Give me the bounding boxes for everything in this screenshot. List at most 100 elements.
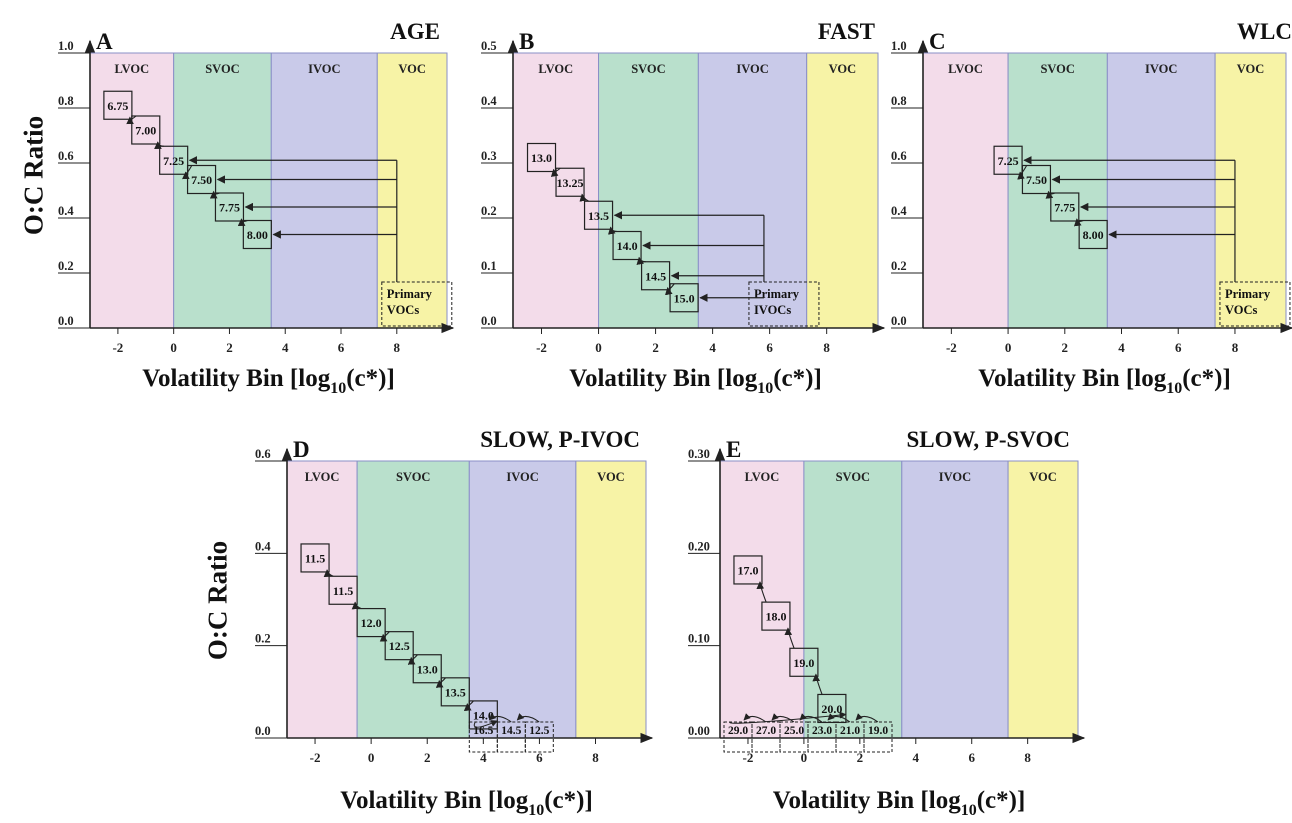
panel-letter: B	[519, 29, 534, 54]
region-svoc	[173, 52, 272, 329]
x-tick-label: 2	[857, 750, 864, 765]
primary-row-label: 14.5	[501, 725, 521, 737]
species-label: 13.0	[531, 151, 552, 165]
transition-arrow	[812, 673, 823, 695]
y-tick-label: 0.0	[481, 314, 497, 328]
y-tick-label: 0.6	[255, 447, 271, 461]
species-box	[103, 90, 133, 120]
x-tick-label: 0	[801, 750, 808, 765]
panel-B: LVOC SVOC IVOC VOC 0.0 0.1 0.2 0.3 0.4 0.5 -2 0 2 4 6 8…	[481, 19, 886, 397]
primary-row-label: 25.0	[784, 725, 804, 737]
species-box	[131, 115, 161, 145]
region-voc	[806, 52, 879, 329]
species-label: 7.50	[1026, 173, 1047, 187]
transition-arrow	[784, 627, 795, 649]
species-box	[384, 631, 414, 661]
region-lvoc	[286, 460, 358, 739]
primary-row-label: 21.0	[840, 725, 860, 737]
region-ivoc	[468, 460, 577, 739]
region-label: IVOC	[736, 62, 768, 76]
species-box	[468, 700, 498, 730]
primary-source-label: VOCs	[387, 303, 420, 317]
x-tick-label: 8	[394, 340, 401, 355]
region-label: VOC	[398, 62, 426, 76]
panel-title: FAST	[818, 19, 875, 44]
species-label: 14.0	[473, 708, 494, 722]
y-tick-label: 0.0	[891, 314, 907, 328]
y-tick-label: 0.3	[481, 149, 497, 163]
region-ivoc	[270, 52, 378, 329]
x-tick-label: 4	[913, 750, 920, 765]
x-tick-label: -2	[310, 750, 321, 765]
y-axis-label-top: O:C Ratio	[18, 115, 49, 236]
panel-E: LVOC SVOC IVOC VOC 0.00 0.10 0.20 0.30 -2 0 2 4 6 8 E S…	[688, 427, 1086, 819]
region-label: IVOC	[506, 470, 538, 484]
species-label: 7.25	[998, 154, 1019, 168]
y-tick-label: 1.0	[891, 39, 907, 53]
x-tick-label: 2	[424, 750, 431, 765]
region-voc	[1007, 460, 1079, 739]
species-label: 7.50	[191, 173, 212, 187]
region-lvoc	[719, 460, 805, 739]
species-label: 13.5	[445, 685, 466, 699]
region-label: LVOC	[948, 62, 983, 76]
y-tick-label: 0.2	[255, 632, 271, 646]
species-label: 8.00	[1083, 228, 1104, 242]
x-tick-label: 8	[592, 750, 599, 765]
panel-letter: D	[293, 437, 310, 462]
y-tick-label: 0.0	[255, 724, 271, 738]
x-tick-label: 4	[282, 340, 289, 355]
panel-C: LVOC SVOC IVOC VOC 0.0 0.2 0.4 0.6 0.8 1.0 -2 0 2 4 6 8…	[891, 19, 1292, 397]
region-label: SVOC	[1040, 62, 1074, 76]
species-box	[817, 693, 847, 724]
y-tick-label: 0.5	[481, 39, 497, 53]
x-tick-label: 8	[1024, 750, 1031, 765]
y-tick-label: 0.6	[58, 149, 74, 163]
x-tick-label: 8	[823, 340, 830, 355]
x-tick-label: 0	[170, 340, 177, 355]
x-tick-label: 6	[1175, 340, 1182, 355]
species-box	[1021, 164, 1052, 195]
species-box	[356, 607, 386, 638]
species-label: 7.25	[163, 154, 184, 168]
x-tick-label: 0	[1005, 340, 1012, 355]
y-tick-label: 0.2	[58, 259, 74, 273]
region-label: LVOC	[305, 470, 340, 484]
species-label: 11.5	[305, 551, 325, 565]
region-ivoc	[901, 460, 1009, 739]
y-tick-label: 0.1	[481, 259, 497, 273]
species-label: 8.00	[247, 228, 268, 242]
region-label: IVOC	[308, 62, 340, 76]
primary-source-label: Primary	[387, 287, 433, 301]
primary-row-feed	[473, 720, 498, 728]
primary-source-box	[1219, 281, 1291, 327]
y-tick-label: 0.30	[688, 447, 710, 461]
primary-source-box	[381, 281, 453, 327]
x-axis-label: Volatility Bin [log10(c*)]	[773, 787, 1026, 819]
region-svoc	[803, 460, 903, 739]
region-label: VOC	[597, 470, 625, 484]
species-box	[526, 142, 557, 173]
species-label: 7.00	[135, 124, 156, 138]
primary-row-arrow	[855, 713, 879, 723]
primary-source-label: Primary	[754, 287, 800, 301]
primary-row-arrow	[488, 713, 512, 723]
species-box	[159, 145, 189, 175]
region-label: SVOC	[631, 62, 665, 76]
region-voc	[575, 460, 647, 739]
species-label: 18.0	[765, 610, 786, 624]
x-tick-label: 6	[536, 750, 543, 765]
panel-D: LVOC SVOC IVOC VOC 0.0 0.2 0.4 0.6 -2 0 2 4 6 8 D SLOW,…	[255, 427, 654, 819]
region-svoc	[598, 52, 699, 329]
panel-letter: E	[726, 437, 741, 462]
primary-source-label: Primary	[1225, 287, 1271, 301]
species-box	[555, 167, 585, 197]
region-label: IVOC	[939, 470, 971, 484]
species-box	[583, 200, 614, 230]
species-label: 12.0	[361, 616, 382, 630]
y-tick-label: 0.4	[255, 539, 271, 553]
panel-letter: A	[96, 29, 113, 54]
primary-row-label: 29.0	[728, 725, 748, 737]
region-label: SVOC	[836, 470, 870, 484]
primary-row-label: 16.5	[473, 725, 493, 737]
